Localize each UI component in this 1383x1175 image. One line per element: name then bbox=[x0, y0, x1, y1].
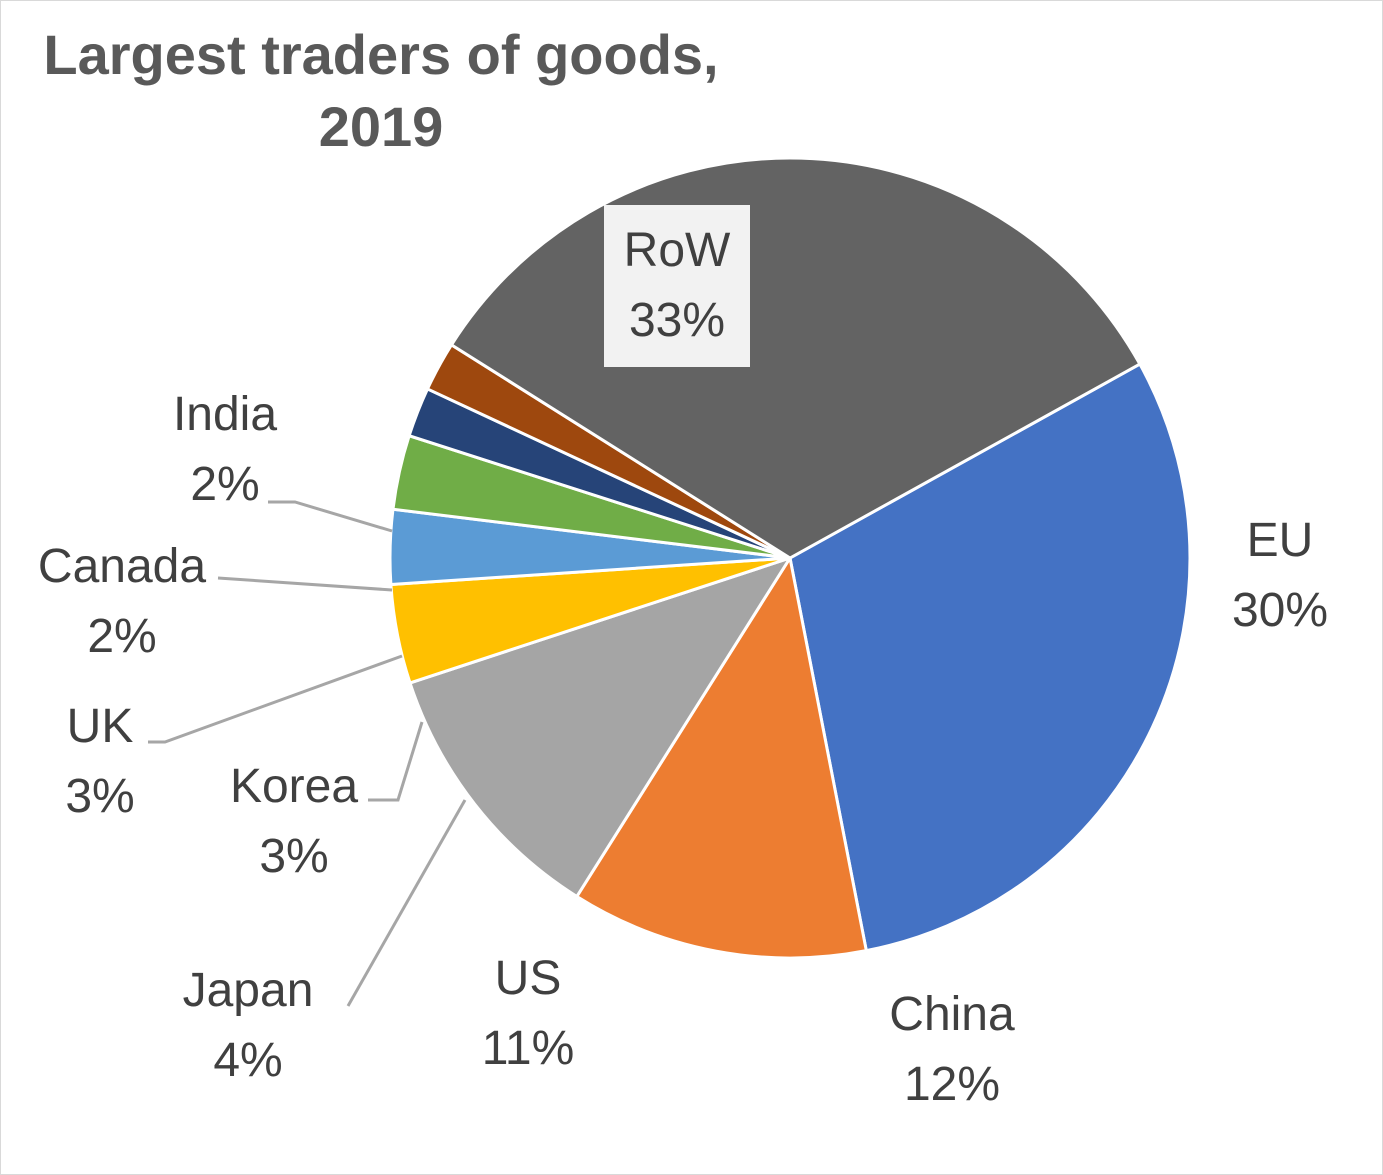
data-label-name-uk: UK bbox=[67, 700, 134, 753]
data-label-name-eu: EU bbox=[1247, 514, 1314, 567]
pie-slice-eu bbox=[788, 362, 1192, 953]
leader-lines bbox=[148, 500, 467, 1007]
data-label-value-row: 33% bbox=[629, 294, 725, 347]
leader-line-korea bbox=[368, 721, 424, 802]
leader-line-japan bbox=[346, 799, 467, 1007]
data-label-value-japan: 4% bbox=[213, 1034, 282, 1087]
data-label-name-korea: Korea bbox=[230, 760, 358, 813]
data-label-name-canada: Canada bbox=[38, 540, 206, 593]
data-label-value-china: 12% bbox=[904, 1058, 1000, 1111]
data-label-name-india: India bbox=[173, 388, 277, 441]
data-label-value-canada: 2% bbox=[87, 610, 156, 663]
data-label-value-eu: 30% bbox=[1232, 584, 1328, 637]
data-label-value-india: 2% bbox=[190, 458, 259, 511]
chart-title: Largest traders of goods, 2019 bbox=[1, 19, 761, 163]
chart-title-line-2: 2019 bbox=[318, 95, 444, 158]
data-label-value-us: 11% bbox=[482, 1022, 575, 1075]
data-label-box-row bbox=[604, 205, 750, 367]
pie-slices bbox=[388, 156, 1192, 960]
data-label-value-uk: 3% bbox=[65, 770, 134, 823]
leader-line-uk bbox=[148, 654, 403, 744]
data-label-name-japan: Japan bbox=[183, 964, 314, 1017]
data-labels: EU 30% China 12% US 11% Japan 4% Korea 3% UK 3% Cana… bbox=[38, 205, 1328, 1111]
chart-title-line-1: Largest traders of goods, bbox=[43, 23, 719, 86]
data-label-value-korea: 3% bbox=[259, 830, 328, 883]
data-label-name-us: US bbox=[495, 952, 562, 1005]
leader-line-canada bbox=[217, 576, 393, 592]
data-label-name-china: China bbox=[889, 988, 1015, 1041]
pie-slice-china bbox=[574, 553, 869, 960]
data-label-name-row: RoW bbox=[624, 224, 731, 277]
pie-slice-us bbox=[408, 555, 794, 899]
leader-line-india bbox=[268, 500, 393, 533]
